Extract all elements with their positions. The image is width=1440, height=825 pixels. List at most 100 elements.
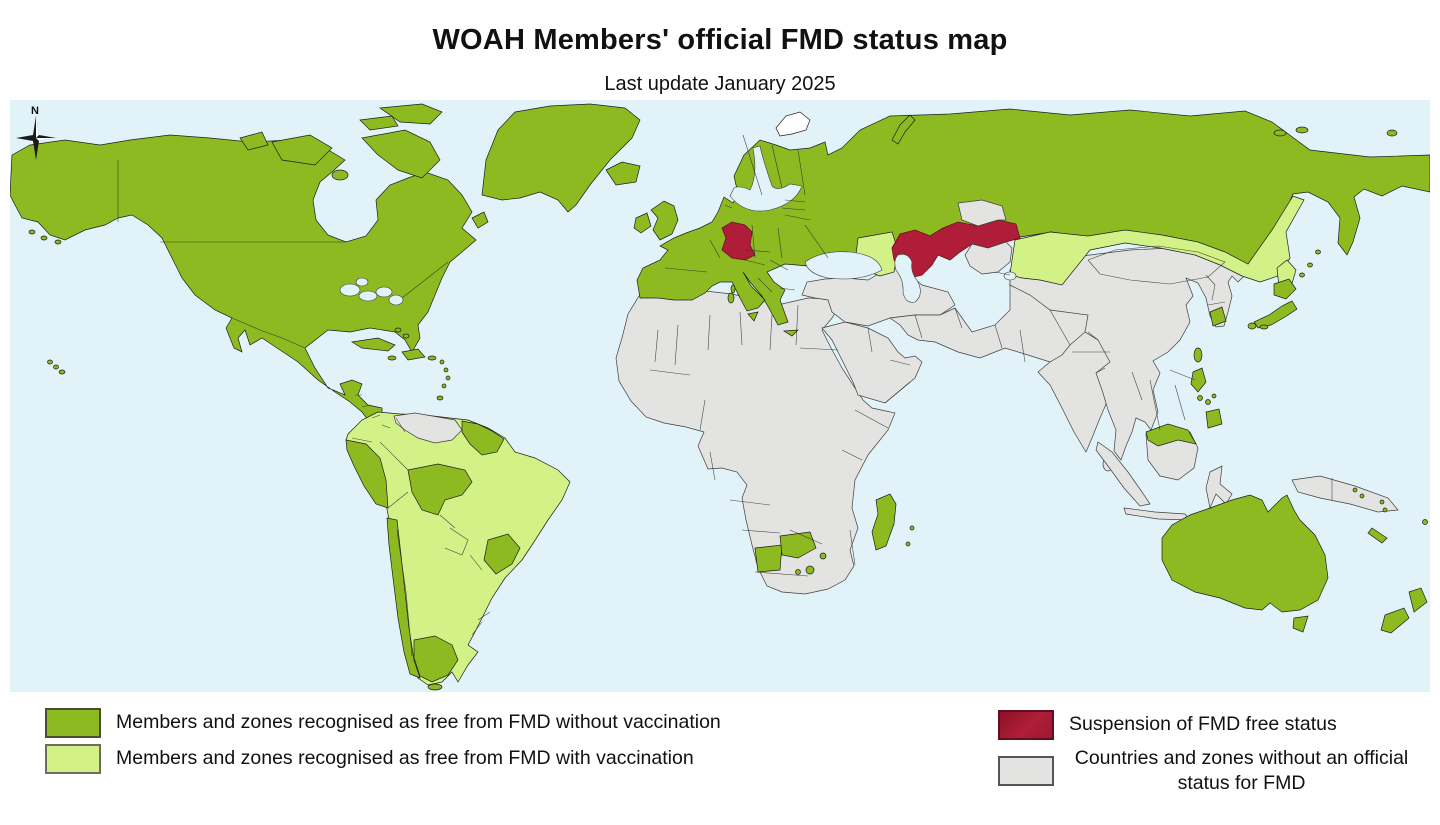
country-jamaica <box>387 355 397 361</box>
country-puerto-rico <box>427 355 437 361</box>
country-japan-hokkaido <box>1273 278 1297 300</box>
zone-eswatini <box>795 569 801 575</box>
legend-label-no-status: Countries and zones without an official … <box>1074 747 1409 795</box>
page-subtitle: Last update January 2025 <box>604 73 836 95</box>
country-peru <box>345 439 389 509</box>
great-lake-1 <box>339 283 361 297</box>
country-corsica <box>730 284 736 294</box>
philippines-visayas-3 <box>1211 393 1217 399</box>
vanuatu-1 <box>1379 499 1385 505</box>
country-china-sea <box>1009 247 1249 461</box>
country-new-caledonia <box>1367 527 1388 544</box>
country-japan-honshu <box>1253 300 1298 329</box>
hawaii-2 <box>53 364 59 370</box>
island-victoria <box>271 134 333 166</box>
antilles-3 <box>445 375 451 381</box>
island-ellesmere <box>379 103 443 125</box>
aleutian-1 <box>28 229 36 235</box>
region-north-america <box>10 103 641 443</box>
country-australia <box>1161 494 1329 613</box>
antilles-2 <box>443 367 449 373</box>
legend-item-free-vacc: Members and zones recognised as free fro… <box>45 744 721 774</box>
island-southampton <box>331 169 349 181</box>
island-devon <box>359 115 399 131</box>
region-south-america <box>345 411 571 691</box>
legend-item-suspension: Suspension of FMD free status <box>998 710 1414 740</box>
vanuatu-2 <box>1382 507 1388 513</box>
aral-sea <box>1003 271 1017 281</box>
country-iceland <box>605 161 641 186</box>
country-guyanas <box>461 420 505 456</box>
hawaii-3 <box>58 369 66 375</box>
region-asia-pacific-free <box>1145 249 1428 634</box>
legend-label-free-vacc: Members and zones recognised as free fro… <box>116 747 694 770</box>
philippines-visayas-1 <box>1197 395 1203 401</box>
island-reunion <box>905 541 911 547</box>
legend-item-free: Members and zones recognised as free fro… <box>45 708 721 738</box>
bahamas-1 <box>394 327 402 333</box>
country-svalbard <box>775 111 811 137</box>
solomon-2 <box>1359 493 1365 499</box>
country-chile <box>386 517 421 679</box>
legend-label-suspension: Suspension of FMD free status <box>1069 713 1337 736</box>
region-africa-free-zones <box>754 493 915 575</box>
legend-swatch-suspension <box>998 710 1054 740</box>
black-sea <box>804 251 883 280</box>
new-siberian-island-2 <box>1295 126 1309 134</box>
country-philippines-mindanao <box>1205 408 1223 429</box>
world-map-container: N <box>10 100 1430 692</box>
country-crete <box>782 329 799 337</box>
legend-item-no-status: Countries and zones without an official … <box>998 746 1414 797</box>
aleutian-2 <box>40 235 48 241</box>
new-siberian-island-1 <box>1273 129 1287 137</box>
kuril-1 <box>1299 272 1305 278</box>
philippines-visayas-2 <box>1205 399 1211 405</box>
country-sicily <box>747 311 759 322</box>
country-north-america-mainland <box>10 134 477 443</box>
country-hispaniola <box>401 348 426 361</box>
antilles-1 <box>439 359 445 365</box>
zone-southeast-kazakhstan-gray <box>964 241 1013 275</box>
caspian-sea <box>894 254 921 303</box>
wrangel-island <box>1386 129 1398 137</box>
great-lake-2 <box>358 290 378 302</box>
zone-south-africa-1 <box>805 565 815 575</box>
island-baffin <box>361 129 441 179</box>
country-new-zealand-south <box>1380 607 1410 634</box>
country-borders <box>117 134 1333 657</box>
kuril-2 <box>1307 262 1313 268</box>
zone-namibia-south <box>754 544 783 573</box>
zone-botswana <box>779 531 817 559</box>
region-kazakhstan <box>891 199 1021 303</box>
country-japan-kyushu <box>1247 322 1257 330</box>
country-taiwan <box>1193 347 1203 363</box>
legend-right: Suspension of FMD free status Countries … <box>998 710 1414 797</box>
country-madagascar <box>871 493 897 551</box>
compass-rose: N <box>16 105 56 160</box>
legend-swatch-free-vacc <box>45 744 101 774</box>
country-new-guinea <box>1291 475 1399 513</box>
kuril-3 <box>1315 249 1321 255</box>
great-lake-3 <box>375 286 393 298</box>
world-map: N <box>10 100 1430 692</box>
great-lake-5 <box>355 277 369 287</box>
island-banks <box>239 131 269 151</box>
country-sumatra <box>1095 441 1151 507</box>
tierra-del-fuego <box>427 683 443 691</box>
country-novaya-zemlya <box>891 114 916 145</box>
country-japan-shikoku <box>1259 324 1269 330</box>
great-lake-4 <box>388 294 404 306</box>
zone-north-kazakhstan-gray <box>957 199 1007 227</box>
bahamas-2 <box>402 333 410 339</box>
country-sardinia <box>727 292 735 304</box>
legend-left: Members and zones recognised as free fro… <box>45 708 721 774</box>
sea-cutouts <box>729 145 883 280</box>
zone-west-brazil-bolivia <box>407 463 473 516</box>
country-united-kingdom <box>650 200 679 241</box>
legend-swatch-free <box>45 708 101 738</box>
zone-east-malaysia-borneo <box>1145 423 1197 447</box>
region-no-status <box>615 247 1399 595</box>
region-eurasia-free <box>605 108 1430 337</box>
zone-patagonia <box>413 635 459 683</box>
zone-south-africa-2 <box>819 552 827 560</box>
